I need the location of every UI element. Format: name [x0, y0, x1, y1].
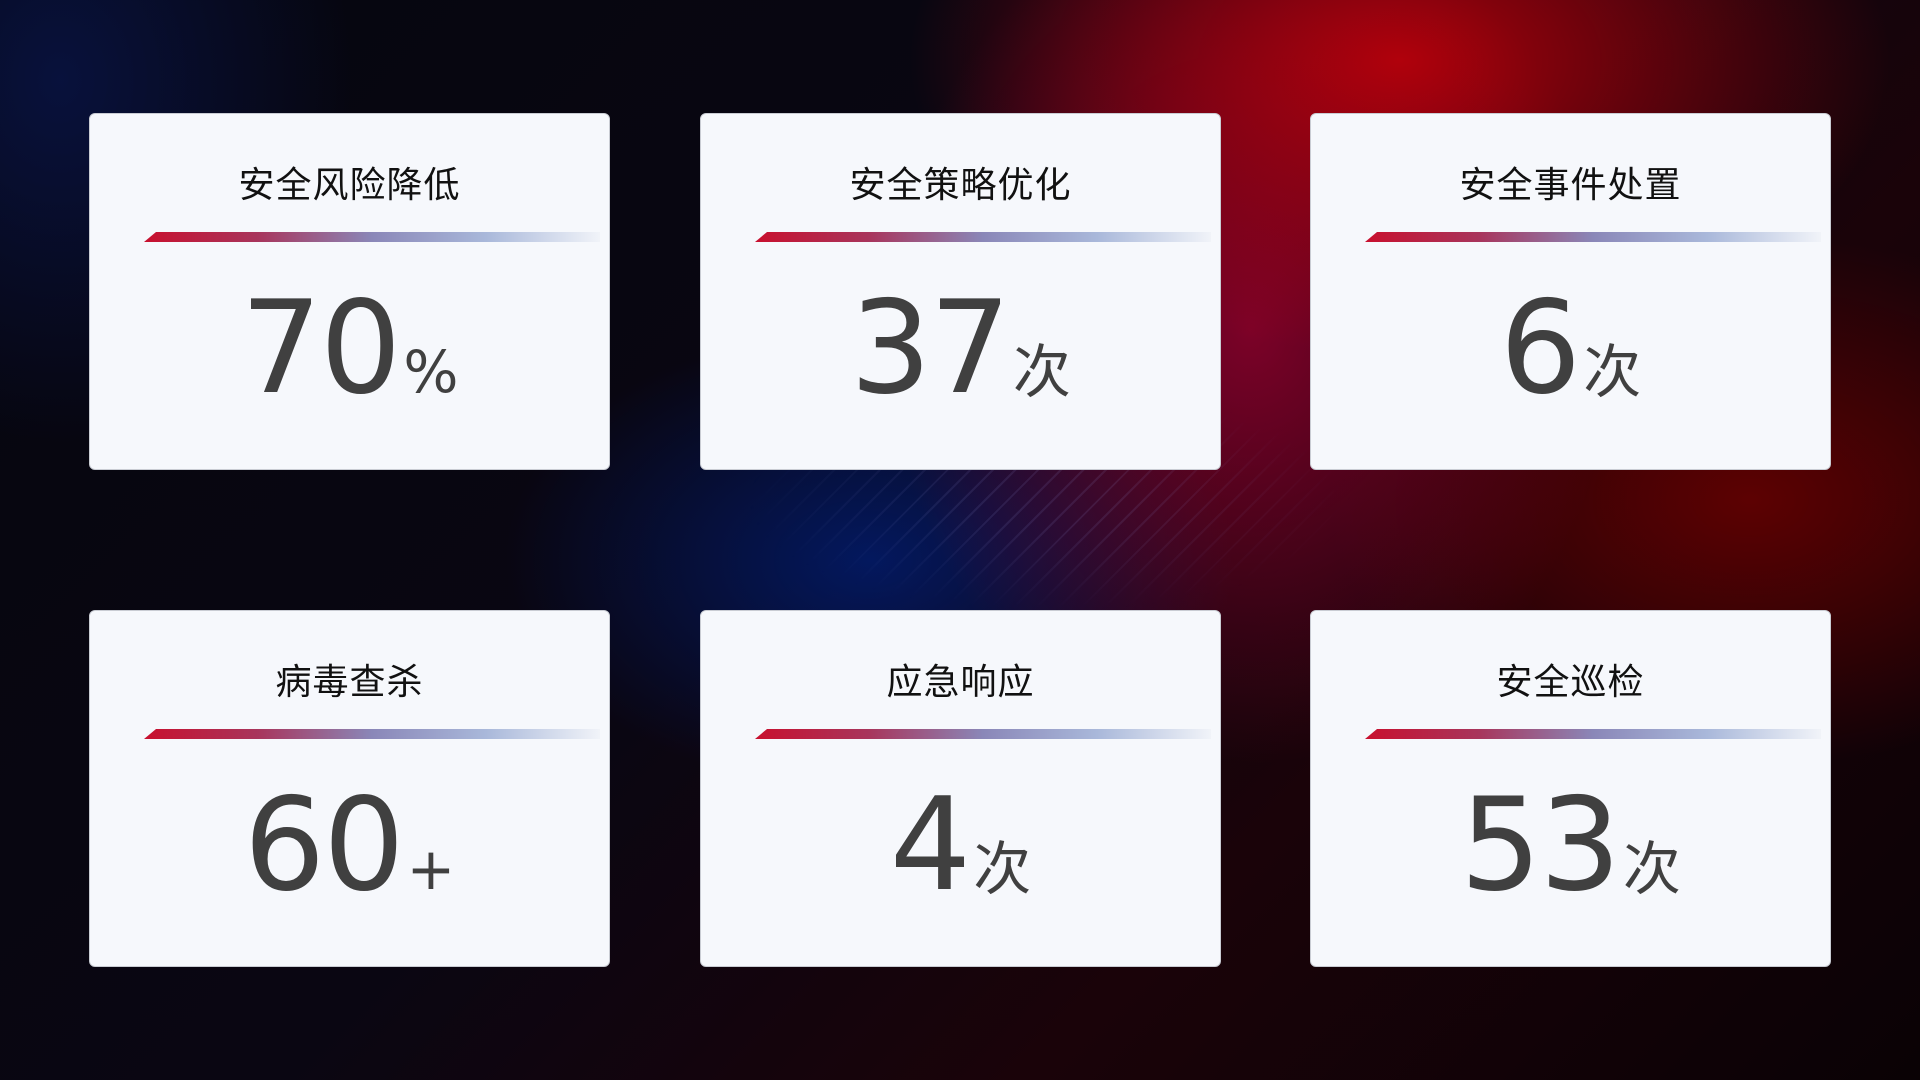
stat-title: 应急响应	[886, 662, 1035, 703]
title-underline-bar	[755, 729, 1211, 739]
stat-value: 53次	[1311, 771, 1830, 920]
stat-number: 37	[850, 274, 1011, 423]
stat-number: 53	[1460, 771, 1621, 920]
stat-card: 安全策略优化 37次	[700, 113, 1221, 470]
stat-number: 70	[240, 274, 402, 423]
title-underline-bar	[144, 729, 600, 739]
stat-card: 安全风险降低 70%	[89, 113, 610, 470]
stat-title: 病毒查杀	[275, 662, 424, 703]
stat-card: 病毒查杀 60+	[89, 610, 610, 967]
stat-title: 安全事件处置	[1459, 165, 1682, 206]
stat-value: 37次	[701, 274, 1220, 423]
stat-value: 60+	[90, 771, 609, 920]
stat-card: 应急响应 4次	[700, 610, 1221, 967]
stat-title: 安全策略优化	[849, 165, 1072, 206]
title-underline-bar	[1365, 729, 1821, 739]
stat-unit: %	[403, 338, 459, 406]
stat-value: 6次	[1311, 274, 1830, 423]
stat-unit: +	[406, 835, 456, 903]
stat-card: 安全事件处置 6次	[1310, 113, 1831, 470]
stat-number: 60	[243, 771, 405, 920]
title-underline-bar	[755, 232, 1211, 242]
stat-number: 6	[1499, 274, 1581, 423]
stat-value: 70%	[90, 274, 609, 423]
stat-unit: 次	[1012, 338, 1071, 406]
stat-unit: 次	[1622, 835, 1681, 903]
title-underline-bar	[144, 232, 600, 242]
stat-unit: 次	[1583, 338, 1642, 406]
stat-card: 安全巡检 53次	[1310, 610, 1831, 967]
stat-title: 安全风险降低	[238, 165, 461, 206]
stat-value: 4次	[701, 771, 1220, 920]
stat-number: 4	[889, 771, 971, 920]
stat-title: 安全巡检	[1496, 662, 1645, 703]
stat-unit: 次	[973, 835, 1032, 903]
title-underline-bar	[1365, 232, 1821, 242]
